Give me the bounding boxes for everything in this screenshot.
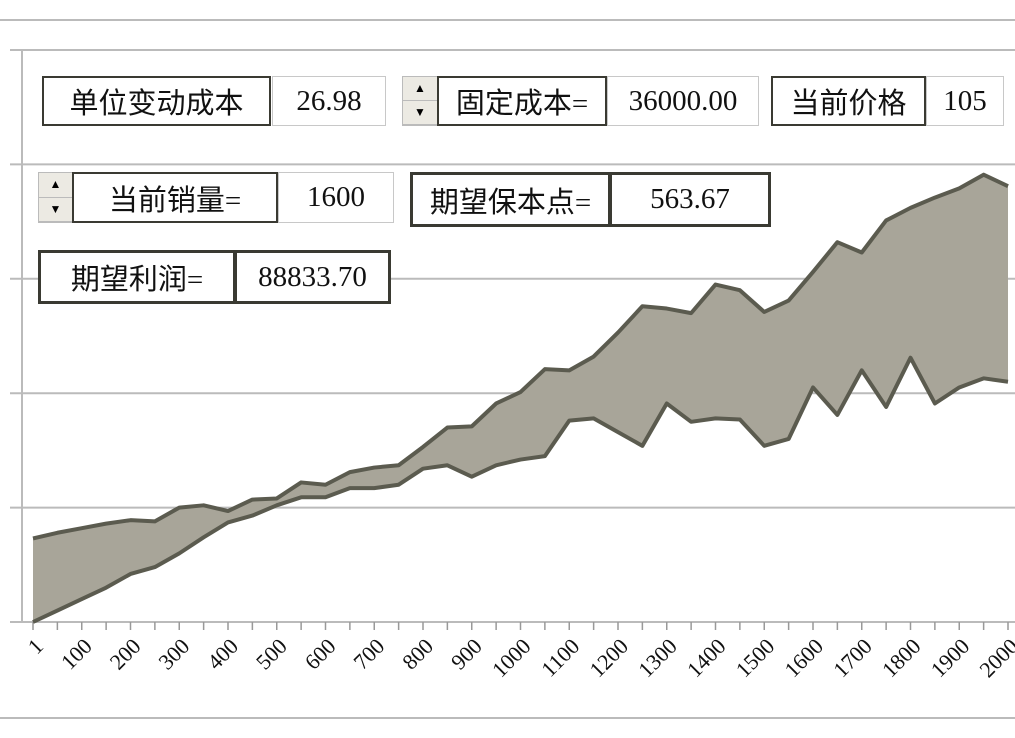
x-tick-label: 1300 bbox=[633, 633, 682, 682]
series-line bbox=[32, 355, 1009, 624]
value-field: 563.67 bbox=[609, 172, 771, 227]
value-field[interactable]: 1600 bbox=[278, 172, 394, 223]
label: 当前销量= bbox=[72, 172, 278, 223]
x-tick-label: 1700 bbox=[828, 633, 877, 682]
value-field[interactable]: 26.98 bbox=[272, 76, 386, 126]
x-tick-label: 1400 bbox=[682, 633, 731, 682]
x-tick-label: 1500 bbox=[731, 633, 780, 682]
x-tick-label: 1000 bbox=[487, 633, 536, 682]
x-tick-label: 1600 bbox=[779, 633, 828, 682]
x-tick-label: 800 bbox=[397, 633, 438, 674]
x-tick-label: 600 bbox=[300, 633, 341, 674]
label: 期望保本点= bbox=[410, 172, 611, 227]
label: 单位变动成本 bbox=[42, 76, 271, 126]
x-tick-label: 1800 bbox=[877, 633, 926, 682]
x-tick-label: 1100 bbox=[536, 633, 584, 681]
x-tick-label: 400 bbox=[202, 633, 243, 674]
x-tick-label: 500 bbox=[251, 633, 292, 674]
band-fill bbox=[33, 174, 1008, 623]
x-tick-label: 300 bbox=[153, 633, 194, 674]
x-tick-label: 900 bbox=[446, 633, 487, 674]
label: 固定成本= bbox=[437, 76, 607, 126]
spinner[interactable]: ▲ ▼ bbox=[38, 172, 73, 223]
label: 当前价格 bbox=[771, 76, 926, 126]
x-tick-label: 1200 bbox=[584, 633, 633, 682]
spin-up[interactable]: ▲ bbox=[39, 173, 72, 198]
x-tick-label: 1 bbox=[23, 633, 48, 658]
series-line bbox=[32, 172, 1009, 541]
value-field[interactable]: 36000.00 bbox=[607, 76, 759, 126]
value-field[interactable]: 105 bbox=[926, 76, 1004, 126]
x-tick-label: 200 bbox=[105, 633, 146, 674]
spin-up[interactable]: ▲ bbox=[403, 77, 437, 101]
label: 期望利润= bbox=[38, 250, 236, 304]
spin-down[interactable]: ▼ bbox=[39, 198, 72, 222]
spin-down[interactable]: ▼ bbox=[403, 101, 437, 125]
x-tick-label: 2000 bbox=[974, 633, 1015, 682]
x-tick-label: 1900 bbox=[926, 633, 975, 682]
x-tick-label: 100 bbox=[56, 633, 97, 674]
value-field: 88833.70 bbox=[234, 250, 391, 304]
spinner[interactable]: ▲ ▼ bbox=[402, 76, 438, 126]
x-tick-label: 700 bbox=[348, 633, 389, 674]
